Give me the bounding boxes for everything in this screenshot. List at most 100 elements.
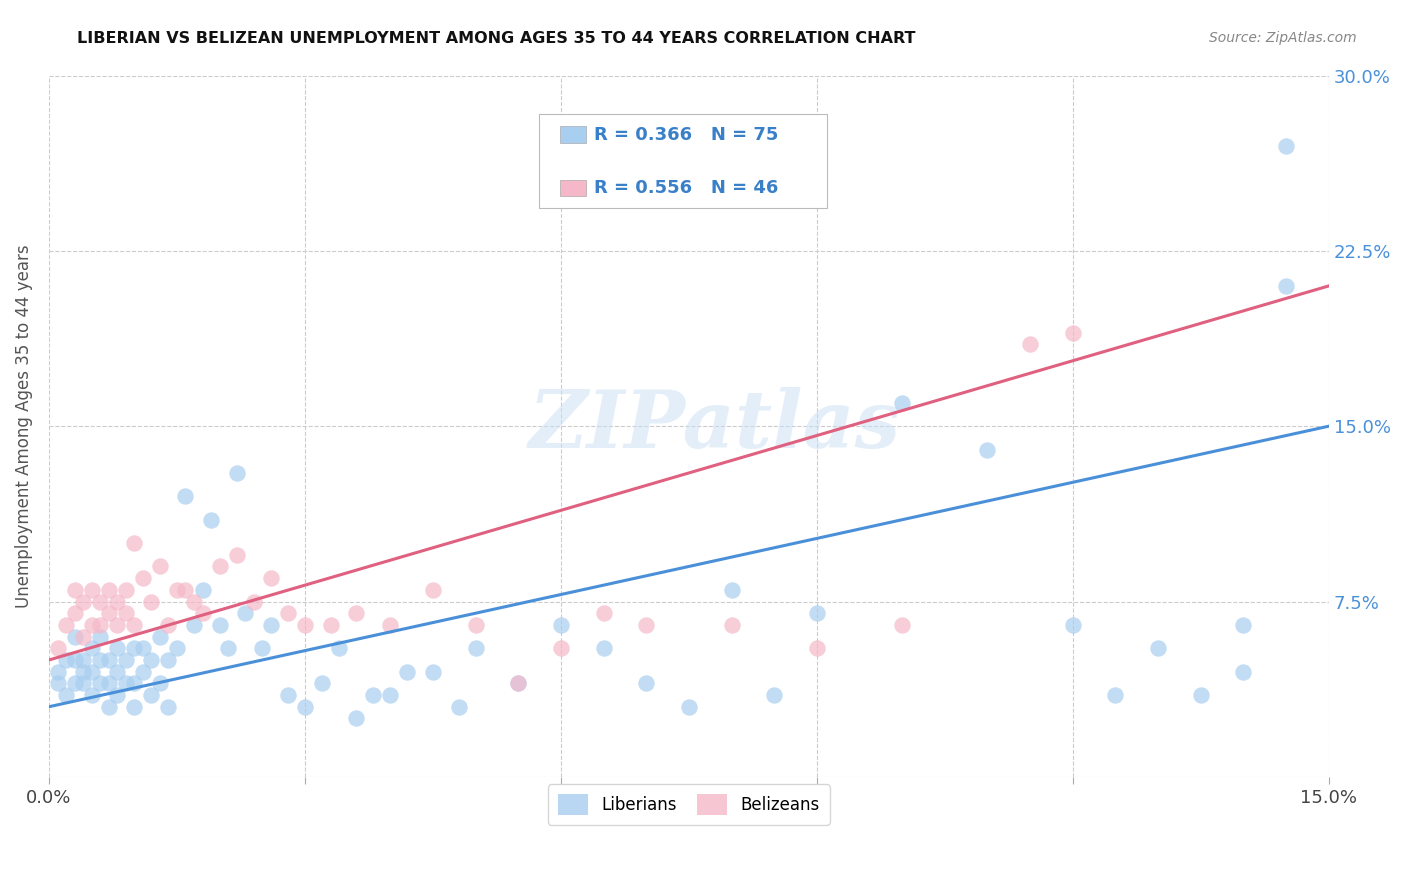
Point [114,582,136,597]
Point [63,582,86,597]
Point [678,699,700,714]
Point [380,688,402,702]
Point [141,594,163,608]
Point [166,582,188,597]
Point [97,606,120,620]
Point [72,630,94,644]
Text: Source: ZipAtlas.com: Source: ZipAtlas.com [1209,31,1357,45]
Point [124,641,146,656]
Point [63,606,86,620]
Point [1232,665,1254,679]
Point [260,618,283,632]
Point [891,618,914,632]
Point [191,606,214,620]
Point [1104,688,1126,702]
Point [217,641,239,656]
Point [132,641,155,656]
Y-axis label: Unemployment Among Ages 35 to 44 years: Unemployment Among Ages 35 to 44 years [15,244,32,608]
Point [114,606,136,620]
Point [277,606,299,620]
Point [422,665,444,679]
Point [422,582,444,597]
Point [191,582,214,597]
Point [720,618,742,632]
Point [114,653,136,667]
Point [344,606,367,620]
Point [89,653,111,667]
Point [464,618,486,632]
Point [63,630,86,644]
Point [157,653,180,667]
Point [132,571,155,585]
Point [720,582,742,597]
Point [396,665,419,679]
Point [89,618,111,632]
Point [105,688,128,702]
Point [311,676,333,690]
Point [166,641,188,656]
Point [97,676,120,690]
Point [72,594,94,608]
Point [80,582,103,597]
Point [806,641,828,656]
Point [1062,326,1084,340]
Point [200,513,222,527]
Point [508,676,530,690]
Point [72,665,94,679]
Point [55,688,77,702]
Point [806,606,828,620]
Point [149,559,172,574]
Point [319,618,342,632]
Point [174,582,197,597]
Point [80,618,103,632]
Point [1147,641,1170,656]
Point [592,641,614,656]
Point [89,630,111,644]
Point [1189,688,1212,702]
Point [124,536,146,550]
Point [89,594,111,608]
Point [141,688,163,702]
Point [63,676,86,690]
Point [80,688,103,702]
Legend: Liberians, Belizeans: Liberians, Belizeans [548,784,830,824]
Point [63,653,86,667]
Point [592,606,614,620]
Point [105,641,128,656]
Point [105,665,128,679]
Point [225,548,247,562]
Point [124,699,146,714]
Point [277,688,299,702]
Point [550,618,572,632]
Point [464,641,486,656]
Point [149,630,172,644]
Point [380,618,402,632]
Point [1275,138,1298,153]
Point [294,618,316,632]
Point [636,676,658,690]
Point [80,641,103,656]
Point [1062,618,1084,632]
Point [252,641,274,656]
Point [891,396,914,410]
Point [157,618,180,632]
Point [208,559,231,574]
Point [105,618,128,632]
Point [46,665,69,679]
Point [105,594,128,608]
Point [183,618,205,632]
Point [763,688,786,702]
Point [124,676,146,690]
Text: LIBERIAN VS BELIZEAN UNEMPLOYMENT AMONG AGES 35 TO 44 YEARS CORRELATION CHART: LIBERIAN VS BELIZEAN UNEMPLOYMENT AMONG … [77,31,915,46]
Point [1232,618,1254,632]
Point [225,466,247,480]
Point [550,641,572,656]
Point [447,699,470,714]
Point [233,606,256,620]
Point [149,676,172,690]
Point [97,653,120,667]
Point [344,711,367,725]
Point [55,653,77,667]
Point [55,618,77,632]
Point [72,676,94,690]
